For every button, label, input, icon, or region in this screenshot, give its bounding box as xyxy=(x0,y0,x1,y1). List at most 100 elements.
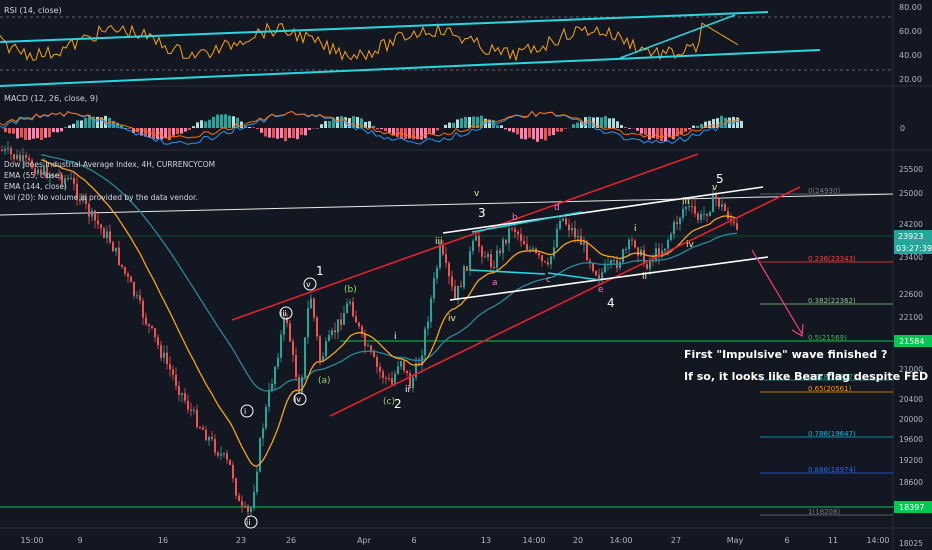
macd-bar xyxy=(456,119,459,128)
candle-body xyxy=(478,235,480,247)
fibonacci-retracement[interactable]: 0(24930) 0.236(23343) 0.382(22362) 0.5(2156… xyxy=(760,187,893,516)
wave-label-a-paren[interactable]: (a) xyxy=(318,376,331,386)
candle-body xyxy=(31,160,33,169)
channel-upper-line[interactable] xyxy=(231,153,699,321)
candle-body xyxy=(55,174,57,177)
macd-bar xyxy=(572,124,575,128)
candle-body xyxy=(601,272,603,280)
annotation-impulsive-wave[interactable]: First "Impulsive" wave finished ? xyxy=(684,348,887,361)
wave-label-b[interactable]: b xyxy=(512,213,518,223)
candle-body xyxy=(505,239,507,244)
wave-label-3[interactable]: 3 xyxy=(478,206,486,220)
elliott-wave-labels[interactable]: 1 2 3 4 5 i ii iii iv v (a) (b) (c) i ii… xyxy=(240,172,724,529)
macd-bar xyxy=(16,128,19,139)
wave-label-iii-circled[interactable]: iii xyxy=(280,309,287,318)
macd-bar xyxy=(672,128,675,140)
candle-body xyxy=(415,363,417,378)
legend-ema-55[interactable]: EMA (55, close) xyxy=(4,171,62,180)
fib-level-label: 0.618(20777) xyxy=(808,373,856,381)
wave-label-i-circled[interactable]: i xyxy=(244,407,246,416)
wave-label-i[interactable]: i xyxy=(394,332,397,342)
candle-body xyxy=(190,409,192,411)
macd-bar xyxy=(316,128,319,129)
cyan-trendline-lower-2[interactable] xyxy=(547,272,601,281)
time-axis[interactable]: 15:00 9 16 23 26 Apr 6 13 14:00 20 14:00 27 May 6 11 14… xyxy=(20,536,889,545)
wave-label-iv-2[interactable]: iv xyxy=(686,240,695,250)
annotation-bear-flag[interactable]: If so, it looks like Bear flag despite F… xyxy=(684,370,932,383)
wave-label-4[interactable]: 4 xyxy=(607,296,615,310)
projection-arrow[interactable] xyxy=(751,249,803,335)
wave-label-ii-circled[interactable]: ii xyxy=(246,518,250,527)
macd-bar xyxy=(24,128,27,140)
macd-bar xyxy=(28,128,31,140)
candle-body xyxy=(205,429,207,441)
candle-body xyxy=(685,206,687,210)
rsi-upper-trendline[interactable] xyxy=(0,11,769,43)
current-price-tag xyxy=(894,230,932,242)
candle-body xyxy=(445,254,447,264)
candle-body xyxy=(247,505,249,512)
rsi-lower-trendline[interactable] xyxy=(0,49,821,87)
candle-body xyxy=(301,377,303,393)
candle-body xyxy=(439,244,441,268)
wave-label-c-paren[interactable]: (c) xyxy=(383,397,395,407)
rsi-pane[interactable]: RSI (14, close) 80.00 60.00 40.00 20.00 xyxy=(0,3,922,87)
price-pane[interactable]: 0(24930) 0.236(23343) 0.382(22362) 0.5(2156… xyxy=(0,141,932,548)
candle-body xyxy=(358,322,360,327)
wave-label-iii-2[interactable]: iii xyxy=(682,197,690,207)
macd-bar xyxy=(696,125,699,128)
wave-label-d[interactable]: d xyxy=(554,203,560,213)
flag-lower-line[interactable] xyxy=(449,256,769,301)
level-value-21584: 21584 xyxy=(899,337,924,346)
channel-lower-line[interactable] xyxy=(329,186,801,417)
macd-bar xyxy=(304,128,307,136)
candle-body xyxy=(121,264,123,267)
wave-label-iv-circled[interactable]: iv xyxy=(294,395,301,404)
wave-label-ii-2[interactable]: ii xyxy=(642,272,647,282)
wave-label-v-2[interactable]: v xyxy=(712,183,718,193)
macd-bar xyxy=(80,120,83,128)
candle-body xyxy=(394,373,396,385)
wave-label-v[interactable]: v xyxy=(474,189,480,199)
symbol-title[interactable]: Dow Jones Industrial Average Index, 4H, … xyxy=(4,160,215,169)
wave-label-iii[interactable]: iii xyxy=(435,237,443,247)
wave-label-c[interactable]: c xyxy=(546,275,551,285)
candle-body xyxy=(568,224,570,231)
price-axis-label: 18600 xyxy=(899,478,923,487)
candle-body xyxy=(490,253,492,268)
candle-body xyxy=(436,267,438,279)
wave-label-b-paren[interactable]: (b) xyxy=(344,285,357,295)
wave-label-1[interactable]: 1 xyxy=(316,264,324,278)
wave-label-5[interactable]: 5 xyxy=(716,172,724,186)
macd-bar xyxy=(60,128,63,132)
wave-label-e[interactable]: e xyxy=(598,285,604,295)
flag-upper-line[interactable] xyxy=(442,186,764,234)
macd-bar xyxy=(564,128,567,129)
wave-label-iv[interactable]: iv xyxy=(448,314,457,324)
legend-ema-144[interactable]: EMA (144, close) xyxy=(4,182,67,191)
wave-label-a[interactable]: a xyxy=(492,278,498,288)
macd-bar xyxy=(464,116,467,128)
macd-pane[interactable]: MACD (12, 26, close, 9) 0 xyxy=(0,94,905,145)
price-axis[interactable]: 25500 25000 24200 23400 22600 22100 21000 20400… xyxy=(899,165,923,548)
wave-label-2[interactable]: 2 xyxy=(394,397,402,411)
macd-bar xyxy=(12,128,15,134)
rsi-short-trendline[interactable] xyxy=(619,14,736,59)
macd-bar xyxy=(528,128,531,138)
cyan-trendline-upper[interactable] xyxy=(471,211,583,233)
current-price-value: 23923 xyxy=(898,232,923,241)
price-axis-label: 25500 xyxy=(899,165,923,174)
horizontal-trendline[interactable] xyxy=(0,193,894,216)
wave-label-ii[interactable]: ii xyxy=(405,385,410,395)
macd-bar xyxy=(192,126,195,128)
candle-body xyxy=(238,495,240,502)
wave-label-i-2[interactable]: i xyxy=(634,224,637,234)
macd-bar xyxy=(56,128,59,133)
cyan-trendline-lower[interactable] xyxy=(469,269,546,275)
time-axis-label: 23 xyxy=(236,536,246,545)
price-axis-label: 20000 xyxy=(899,415,923,424)
legend-volume[interactable]: Vol (20): No volume is provided by the d… xyxy=(4,193,198,202)
wave-label-v-circled[interactable]: v xyxy=(306,280,311,289)
macd-bar xyxy=(384,128,387,132)
